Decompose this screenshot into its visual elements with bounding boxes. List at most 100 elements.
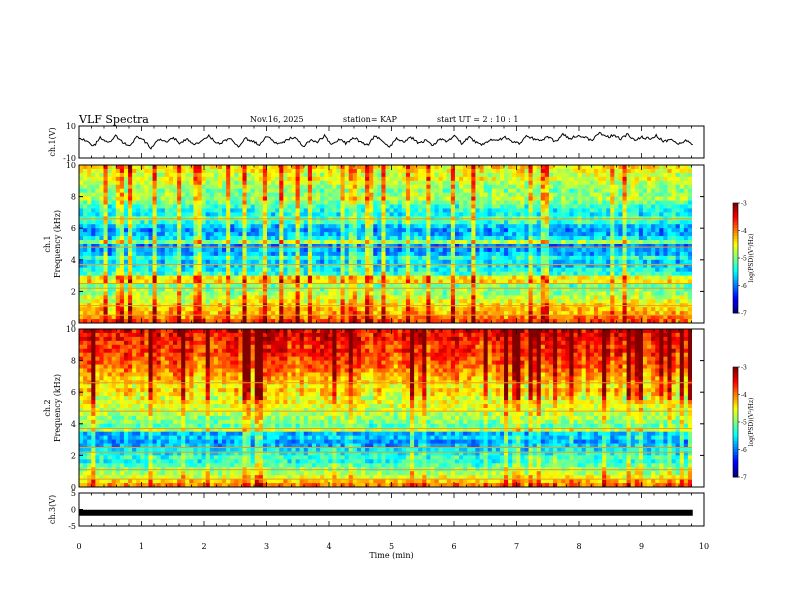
psd-cell bbox=[238, 244, 243, 249]
psd-cell bbox=[266, 259, 272, 265]
psd-cell bbox=[401, 204, 407, 209]
psd-cell bbox=[434, 271, 440, 276]
psd-cell bbox=[128, 283, 133, 288]
psd-cell bbox=[336, 196, 341, 201]
psd-cell bbox=[316, 263, 321, 269]
psd-cell bbox=[561, 271, 566, 276]
psd-cell bbox=[426, 228, 431, 233]
psd-cell bbox=[136, 244, 141, 249]
psd-cell bbox=[119, 208, 125, 213]
psd-cell bbox=[589, 244, 595, 249]
psd-cell bbox=[585, 228, 591, 233]
psd-cell bbox=[397, 255, 403, 261]
psd-cell bbox=[679, 228, 685, 233]
psd-cell bbox=[483, 165, 489, 170]
psd-cell bbox=[561, 228, 566, 233]
psd-cell bbox=[197, 212, 202, 217]
psd-cell bbox=[610, 247, 615, 253]
psd-cell bbox=[168, 295, 174, 300]
psd-cell bbox=[189, 208, 194, 213]
psd-cell bbox=[651, 291, 656, 296]
psd-cell bbox=[532, 224, 538, 229]
psd-cell bbox=[283, 244, 288, 249]
psd-cell bbox=[536, 267, 542, 273]
psd-cell bbox=[679, 271, 685, 276]
psd-cell bbox=[295, 168, 301, 174]
psd-cell bbox=[177, 196, 182, 201]
psd-cell bbox=[667, 279, 672, 284]
psd-cell bbox=[667, 165, 672, 170]
psd-cell bbox=[430, 287, 435, 292]
psd-cell bbox=[487, 172, 493, 178]
psd-cell bbox=[140, 259, 145, 265]
psd-cell bbox=[577, 283, 583, 288]
psd-cell bbox=[87, 172, 92, 178]
psd-cell bbox=[532, 247, 538, 253]
psd-cell bbox=[91, 188, 96, 194]
psd-cell bbox=[152, 168, 158, 174]
psd-cell bbox=[119, 283, 125, 288]
psd-cell bbox=[426, 224, 431, 229]
psd-cell bbox=[557, 275, 562, 280]
psd-cell bbox=[524, 287, 529, 292]
psd-cell bbox=[262, 232, 268, 237]
psd-cell bbox=[164, 172, 170, 178]
psd-cell bbox=[360, 172, 366, 178]
psd-cell bbox=[336, 212, 341, 217]
psd-cell bbox=[463, 168, 468, 174]
psd-cell bbox=[442, 251, 448, 257]
psd-cell bbox=[271, 255, 276, 261]
psd-cell bbox=[181, 287, 186, 292]
psd-cell bbox=[393, 259, 399, 265]
psd-cell bbox=[540, 165, 546, 170]
psd-cell bbox=[471, 291, 476, 296]
psd-cell bbox=[467, 208, 472, 213]
psd-cell bbox=[426, 220, 431, 225]
psd-cell bbox=[598, 240, 603, 245]
psd-cell bbox=[328, 251, 333, 257]
psd-cell bbox=[405, 236, 411, 241]
psd-cell bbox=[642, 212, 648, 217]
psd-cell bbox=[401, 279, 407, 284]
psd-cell bbox=[430, 275, 435, 280]
psd-cell bbox=[189, 212, 194, 217]
psd-cell bbox=[675, 232, 681, 237]
psd-cell bbox=[103, 267, 109, 273]
psd-cell bbox=[573, 192, 578, 197]
psd-cell bbox=[303, 255, 309, 261]
psd-cell bbox=[328, 259, 333, 265]
psd-cell bbox=[148, 259, 153, 265]
psd-cell bbox=[687, 255, 693, 261]
psd-cell bbox=[405, 251, 411, 257]
psd-cell bbox=[528, 251, 534, 257]
psd-cell bbox=[160, 267, 166, 273]
psd-cell bbox=[356, 212, 362, 217]
psd-cell bbox=[577, 275, 583, 280]
psd-cell bbox=[528, 240, 534, 245]
psd-cell bbox=[197, 172, 202, 178]
psd-cell bbox=[348, 240, 354, 245]
psd-cell bbox=[332, 236, 337, 241]
psd-cell bbox=[540, 236, 546, 241]
psd-cell bbox=[156, 196, 162, 201]
psd-cell bbox=[87, 188, 92, 194]
psd-cell bbox=[336, 251, 341, 257]
psd-cell bbox=[663, 180, 668, 186]
psd-cell bbox=[401, 240, 407, 245]
psd-cell bbox=[508, 180, 513, 186]
psd-cell bbox=[414, 168, 419, 174]
psd-cell bbox=[209, 196, 215, 201]
psd-cell bbox=[450, 236, 456, 241]
psd-cell bbox=[602, 192, 607, 197]
psd-cell bbox=[107, 279, 113, 284]
psd-cell bbox=[618, 275, 623, 280]
psd-cell bbox=[340, 287, 346, 292]
psd-cell bbox=[295, 204, 301, 209]
psd-cell bbox=[172, 244, 178, 249]
psd-cell bbox=[238, 196, 243, 201]
psd-cell bbox=[340, 291, 346, 296]
psd-cell bbox=[209, 251, 215, 257]
psd-cell bbox=[565, 247, 570, 253]
psd-cell bbox=[168, 192, 174, 197]
psd-cell bbox=[172, 251, 178, 257]
